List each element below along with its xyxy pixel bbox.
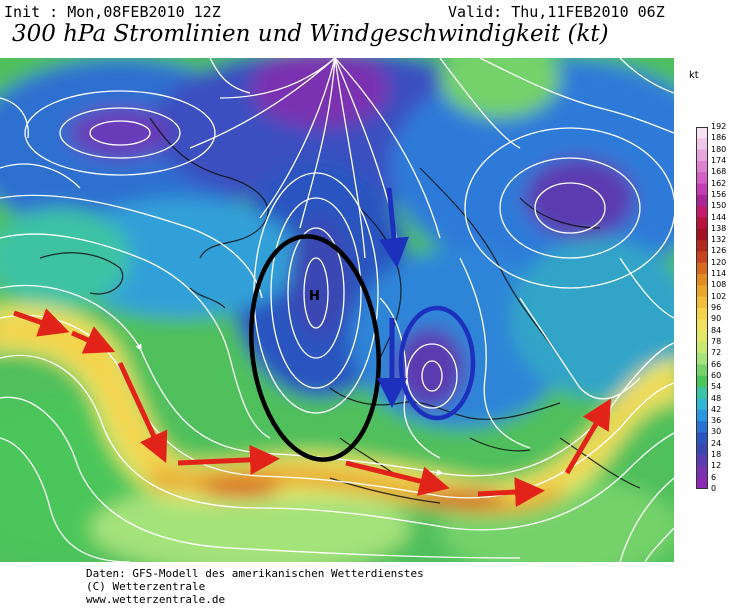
colorbar-swatch — [696, 308, 708, 320]
colorbar-swatch — [696, 432, 708, 445]
colorbar-swatch — [696, 285, 708, 298]
colorbar-tick-label: 186 — [711, 133, 727, 143]
colorbar-tick-label: 78 — [711, 336, 722, 346]
colorbar-swatch — [696, 319, 708, 332]
colorbar-swatch — [696, 251, 708, 264]
colorbar-tick-label: 96 — [711, 303, 722, 312]
colorbar-swatch — [696, 274, 708, 286]
blue-ellipse-outline — [398, 305, 476, 421]
wind-speed-field — [0, 58, 674, 562]
colorbar-tick-label: 48 — [711, 393, 722, 403]
valid-time: Valid: Thu,11FEB2010 06Z — [448, 3, 665, 21]
footer-credits: Daten: GFS-Modell des amerikanischen Wet… — [86, 567, 424, 606]
colorbar-tick-label: 120 — [711, 257, 727, 267]
colorbar-swatch — [696, 398, 708, 411]
red-arrow-1 — [13, 308, 70, 337]
colorbar-unit: kt — [689, 70, 699, 81]
colorbar-swatch — [696, 127, 708, 139]
footer-copyright: (C) Wetterzentrale — [86, 580, 206, 593]
colorbar-swatch — [696, 240, 708, 253]
red-arrow-6 — [477, 477, 545, 508]
colorbar-swatch — [696, 206, 708, 219]
colorbar-tick-label: 108 — [711, 280, 727, 290]
colorbar-tick-label: 6 — [711, 472, 717, 482]
red-arrow-2 — [70, 326, 116, 354]
colorbar-tick-label: 162 — [711, 178, 727, 188]
cold-air-arrows — [377, 187, 409, 408]
colorbar-swatch — [696, 183, 708, 196]
colorbar-tick-label: 12 — [711, 461, 722, 471]
red-arrow-4 — [177, 444, 280, 475]
red-arrow-3 — [117, 361, 168, 464]
colorbar-swatch — [696, 477, 708, 489]
colorbar-swatch — [696, 466, 708, 479]
colorbar-tick-label: 156 — [711, 189, 727, 199]
colorbar-swatch — [696, 217, 708, 230]
wind-speed-colorbar — [696, 127, 708, 489]
colorbar-swatch — [696, 387, 708, 400]
colorbar-swatch — [696, 296, 708, 309]
colorbar-tick-label: 84 — [711, 325, 722, 335]
colorbar-tick-label: 30 — [711, 427, 722, 437]
colorbar-swatch — [696, 138, 708, 151]
colorbar-tick-label: 90 — [711, 314, 722, 324]
colorbar-tick-label: 114 — [711, 269, 727, 279]
footer-data-source: Daten: GFS-Modell des amerikanischen Wet… — [86, 567, 424, 580]
colorbar-swatch — [696, 262, 708, 275]
colorbar-tick-label: 192 — [711, 122, 727, 131]
colorbar-tick-label: 60 — [711, 370, 722, 380]
colorbar-tick-label: 0 — [711, 484, 717, 493]
colorbar-tick-label: 66 — [711, 359, 722, 369]
colorbar-swatch — [696, 341, 708, 354]
high-pressure-marker: H — [309, 289, 320, 304]
colorbar-tick-label: 168 — [711, 167, 727, 177]
colorbar-swatch — [696, 330, 708, 343]
colorbar-tick-label: 138 — [711, 223, 727, 233]
colorbar-labels: 192 186 180 174 168 162 156 150 144 138 132 126 120 1… — [711, 123, 732, 493]
colorbar-tick-label: 36 — [711, 416, 722, 426]
colorbar-swatch — [696, 443, 708, 456]
red-arrow-5 — [345, 460, 450, 496]
colorbar-swatch — [696, 149, 708, 162]
colorbar-tick-label: 150 — [711, 201, 727, 211]
colorbar-tick-label: 174 — [711, 155, 727, 165]
colorbar-tick-label: 72 — [711, 348, 722, 358]
colorbar-tick-label: 24 — [711, 438, 722, 448]
colorbar-swatch — [696, 353, 708, 366]
map-title: 300 hPa Stromlinien und Windgeschwindigk… — [12, 21, 609, 47]
footer-url: www.wetterzentrale.de — [86, 593, 226, 606]
colorbar-tick-label: 126 — [711, 246, 727, 256]
colorbar-tick-label: 180 — [711, 144, 727, 154]
colorbar-swatch — [696, 421, 708, 434]
blue-arrow-upper — [379, 187, 409, 268]
wind-streamline-map: H — [0, 58, 674, 562]
colorbar-tick-label: 132 — [711, 235, 727, 245]
colorbar-swatch — [696, 228, 708, 241]
black-ellipse-outline — [249, 234, 381, 462]
red-arrow-7 — [564, 398, 612, 475]
colorbar-tick-label: 54 — [711, 382, 722, 392]
colorbar-tick-label: 42 — [711, 404, 722, 414]
colorbar-swatch — [696, 375, 708, 388]
colorbar-swatch — [696, 194, 708, 207]
jet-stream-arrows — [13, 308, 612, 508]
colorbar-swatch — [696, 364, 708, 377]
colorbar-swatch — [696, 455, 708, 467]
colorbar-swatch — [696, 172, 708, 185]
colorbar-swatch — [696, 160, 708, 173]
colorbar-tick-label: 102 — [711, 291, 727, 301]
colorbar-tick-label: 18 — [711, 450, 722, 460]
init-time: Init : Mon,08FEB2010 12Z — [4, 3, 221, 21]
colorbar-swatch — [696, 409, 708, 422]
colorbar-tick-label: 144 — [711, 212, 727, 222]
